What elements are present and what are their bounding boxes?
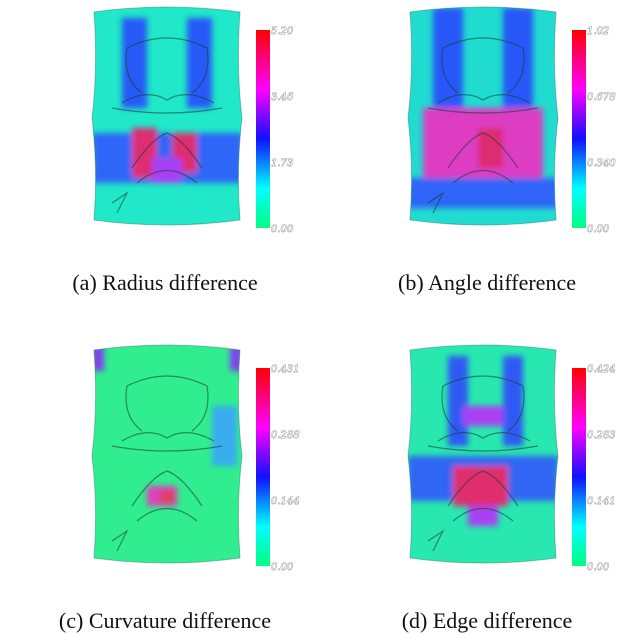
shade-line (131, 132, 203, 169)
shade-line (442, 375, 525, 432)
shade-line (136, 508, 198, 522)
surface-patch (478, 128, 503, 168)
shade-line (125, 47, 143, 94)
surface-patch (433, 8, 463, 118)
colorbar (572, 30, 586, 228)
colorbar-label: 0.288 (271, 430, 300, 441)
face-surface (408, 7, 558, 225)
shade-line (447, 132, 519, 169)
surface-shading (111, 37, 223, 214)
shade-line (125, 385, 143, 432)
surface-shading (427, 37, 539, 214)
surface-colors (92, 346, 242, 506)
surface-patch (408, 178, 558, 208)
surface-colors (408, 8, 558, 208)
surface-patch (92, 346, 104, 371)
face-edge (407, 344, 559, 564)
surface-patch (503, 356, 523, 446)
colorbar-label: 0.00 (271, 224, 294, 235)
shade-line (437, 432, 531, 442)
shade-line (441, 47, 459, 94)
face-surface (408, 345, 558, 563)
shade-line (121, 94, 215, 104)
shade-line (427, 445, 539, 452)
caption: (c) Curvature difference (59, 608, 271, 633)
face-edge (91, 6, 243, 226)
surface-colors (408, 356, 558, 526)
shade-line (437, 94, 531, 104)
shade-line (447, 470, 519, 507)
shade-line (126, 375, 209, 432)
face-edge (407, 6, 559, 226)
shade-line (131, 470, 203, 507)
shade-line (111, 529, 129, 552)
shade-line (427, 191, 445, 214)
caption: (b) Angle difference (398, 270, 576, 295)
colorbar-label: 0.678 (587, 92, 616, 103)
colorbar-label: 0.00 (587, 224, 610, 235)
colorbar-label: 3.46 (271, 92, 294, 103)
shade-line (111, 191, 129, 214)
face-surface (92, 7, 242, 225)
surface-patch (212, 406, 237, 466)
surface-base (92, 7, 242, 225)
shade-line (121, 432, 215, 442)
surface-patch (503, 8, 533, 118)
surface-patch (463, 406, 503, 426)
shade-line (136, 170, 198, 184)
caption: (a) Radius difference (72, 270, 257, 295)
colorbar-label: 1.73 (271, 158, 293, 169)
face-edge (91, 344, 243, 564)
panel: 1.02 0.678 0.340 0.00 (407, 6, 617, 235)
shade-line (427, 529, 445, 552)
colorbar-label: 0.431 (271, 364, 300, 375)
surface-patch (230, 346, 242, 371)
colorbar-label: 5.20 (271, 26, 294, 37)
panel: 5.20 3.46 1.73 0.00 (91, 6, 294, 235)
surface-shading (427, 375, 539, 552)
colorbar (256, 30, 270, 228)
colorbar-label: 0.144 (271, 496, 300, 507)
shade-line (111, 445, 223, 452)
shade-line (442, 37, 525, 94)
face-surface (92, 345, 242, 563)
shade-line (427, 107, 539, 114)
colorbar-label: 0.340 (587, 158, 616, 169)
colorbar (256, 368, 270, 566)
surface-base (408, 345, 558, 563)
panel: 0.431 0.288 0.144 0.00 (91, 344, 300, 573)
surface-patch (468, 506, 498, 526)
shade-line (126, 37, 209, 94)
panel: 0.424 0.283 0.141 0.00 (407, 344, 616, 573)
colorbar-label: 0.283 (587, 430, 616, 441)
surface-patch (453, 466, 508, 506)
colorbar-label: 0.00 (587, 562, 610, 573)
colorbar (572, 368, 586, 566)
surface-shading (111, 375, 223, 552)
shade-line (441, 385, 459, 432)
shade-line (452, 508, 514, 522)
surface-patch (160, 491, 175, 503)
caption: (d) Edge difference (402, 608, 573, 633)
colorbar-label: 0.00 (271, 562, 294, 573)
colorbar-label: 0.141 (587, 496, 616, 507)
shade-line (111, 107, 223, 114)
colorbar-label: 1.02 (587, 26, 609, 37)
shade-line (452, 170, 514, 184)
colorbar-label: 0.424 (587, 364, 616, 375)
